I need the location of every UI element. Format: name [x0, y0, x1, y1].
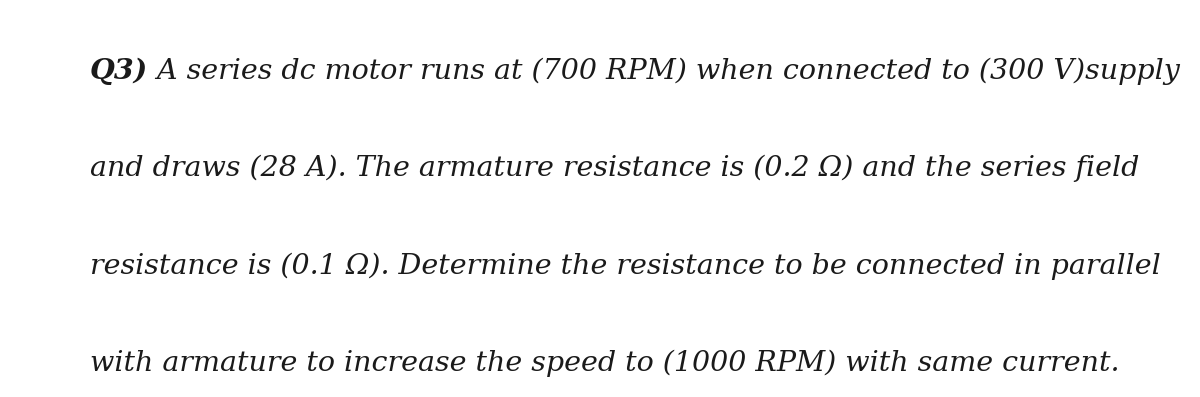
Text: A series dc motor runs at (700 RPM) when connected to (300 V)supply: A series dc motor runs at (700 RPM) when… — [149, 58, 1180, 85]
Text: and draws (28 A). The armature resistance is (0.2 Ω) and the series field: and draws (28 A). The armature resistanc… — [90, 155, 1139, 182]
Text: with armature to increase the speed to (1000 RPM) with same current.: with armature to increase the speed to (… — [90, 350, 1120, 377]
Text: Q3): Q3) — [90, 58, 149, 85]
Text: resistance is (0.1 Ω). Determine the resistance to be connected in parallel: resistance is (0.1 Ω). Determine the res… — [90, 252, 1160, 279]
